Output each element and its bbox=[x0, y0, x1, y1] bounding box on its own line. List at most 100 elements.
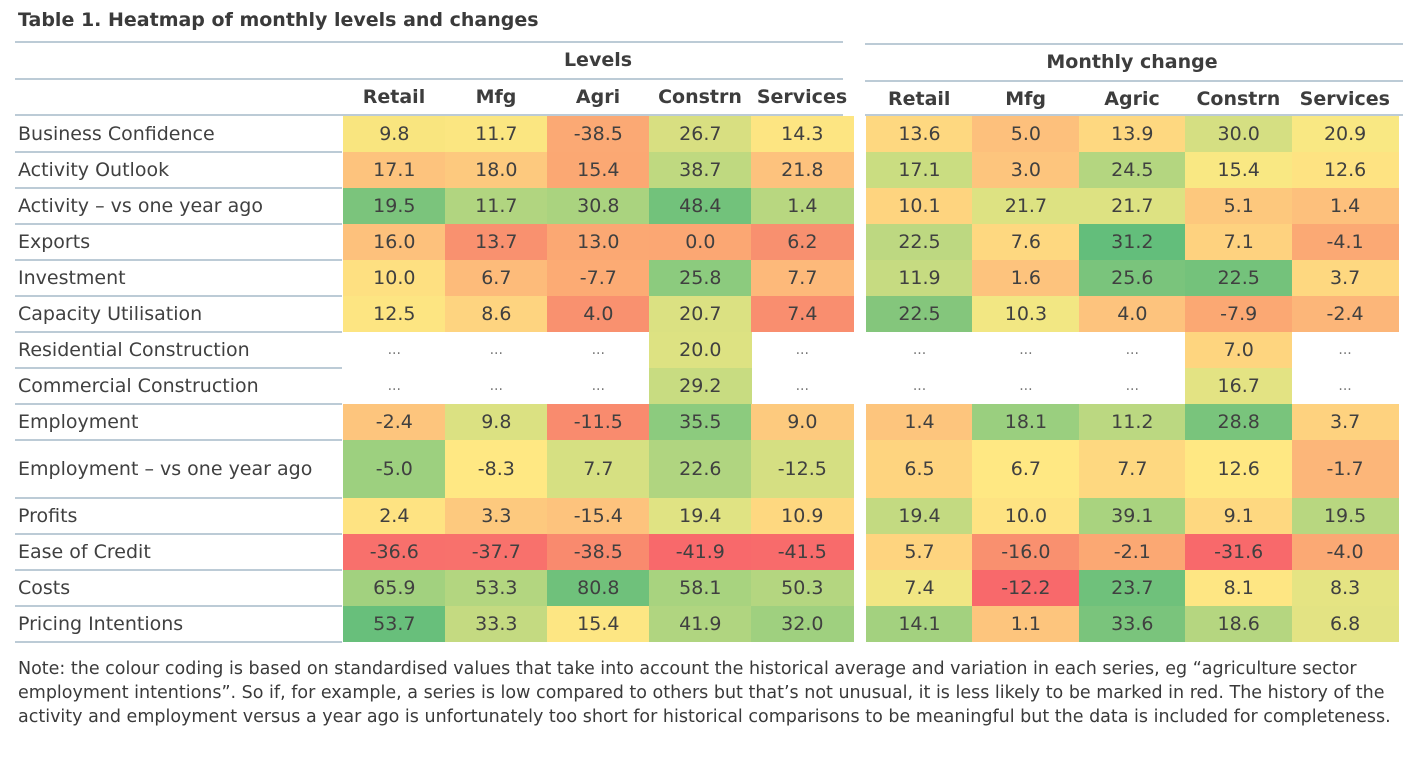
row-divider bbox=[15, 569, 342, 571]
heatmap-cell: 7.7 bbox=[751, 260, 854, 296]
heatmap-cell: 13.6 bbox=[866, 116, 973, 152]
heatmap-cell: 5.7 bbox=[866, 534, 973, 570]
heatmap-cell: -1.7 bbox=[1291, 440, 1399, 498]
heatmap-cell: 15.4 bbox=[1185, 152, 1293, 188]
column-header: Constrn bbox=[1196, 88, 1281, 110]
heatmap-cell: ... bbox=[1019, 378, 1033, 394]
row-divider bbox=[15, 151, 342, 153]
heatmap-cell: 21.7 bbox=[1078, 188, 1186, 224]
heatmap-cell: 1.6 bbox=[972, 260, 1080, 296]
heatmap-cell: 39.1 bbox=[1078, 498, 1186, 534]
heatmap-cell: 8.6 bbox=[445, 296, 548, 332]
heatmap-cell: 16.0 bbox=[343, 224, 446, 260]
row-divider bbox=[15, 497, 342, 499]
heatmap-cell: -4.1 bbox=[1291, 224, 1399, 260]
heatmap-cell: 10.0 bbox=[343, 260, 446, 296]
heatmap-cell: 17.1 bbox=[866, 152, 973, 188]
heatmap-cell: ... bbox=[1338, 342, 1352, 358]
row-label: Residential Construction bbox=[18, 338, 250, 361]
heatmap-cell: ... bbox=[1338, 378, 1352, 394]
heatmap-cell: ... bbox=[387, 342, 401, 358]
row-divider bbox=[15, 259, 342, 261]
group-header-rule bbox=[15, 78, 843, 80]
row-divider bbox=[15, 295, 342, 297]
heatmap-cell: 8.1 bbox=[1185, 570, 1293, 606]
heatmap-cell: 22.5 bbox=[866, 296, 973, 332]
heatmap-cell: -16.0 bbox=[972, 534, 1080, 570]
row-label: Exports bbox=[18, 230, 91, 253]
row-label: Investment bbox=[18, 266, 126, 289]
row-label: Profits bbox=[18, 504, 78, 527]
heatmap-cell: 10.1 bbox=[866, 188, 973, 224]
heatmap-cell: 15.4 bbox=[547, 152, 650, 188]
row-divider bbox=[15, 533, 342, 535]
heatmap-cell: 48.4 bbox=[649, 188, 752, 224]
heatmap-cell: 19.4 bbox=[866, 498, 973, 534]
heatmap-cell: 65.9 bbox=[343, 570, 446, 606]
heatmap-cell: 9.8 bbox=[445, 404, 548, 440]
heatmap-cell: 1.4 bbox=[1291, 188, 1399, 224]
heatmap-cell: 38.7 bbox=[649, 152, 752, 188]
heatmap-cell: -37.7 bbox=[445, 534, 548, 570]
column-header: Retail bbox=[362, 86, 426, 108]
row-label: Employment bbox=[18, 410, 139, 433]
heatmap-cell: 3.7 bbox=[1291, 404, 1399, 440]
heatmap-cell: ... bbox=[1125, 378, 1139, 394]
heatmap-cell: -4.0 bbox=[1291, 534, 1399, 570]
group-header-rule bbox=[865, 80, 1403, 82]
heatmap-cell: 14.3 bbox=[751, 116, 854, 152]
column-header: Retail bbox=[887, 88, 951, 110]
heatmap-cell: 7.7 bbox=[1078, 440, 1186, 498]
row-label: Employment – vs one year ago bbox=[18, 457, 313, 480]
heatmap-cell: -2.4 bbox=[1291, 296, 1399, 332]
heatmap-cell: 5.1 bbox=[1185, 188, 1293, 224]
heatmap-cell: ... bbox=[795, 342, 809, 358]
heatmap-cell: 7.4 bbox=[751, 296, 854, 332]
row-label: Business Confidence bbox=[18, 122, 215, 145]
heatmap-cell: 13.0 bbox=[547, 224, 650, 260]
heatmap-cell: 30.0 bbox=[1185, 116, 1293, 152]
row-divider bbox=[15, 439, 342, 441]
column-header: Mfg bbox=[1005, 88, 1046, 110]
heatmap-cell: 58.1 bbox=[649, 570, 752, 606]
heatmap-cell: 18.6 bbox=[1185, 606, 1293, 642]
heatmap-cell: 5.0 bbox=[972, 116, 1080, 152]
group-header: Monthly change bbox=[1046, 51, 1218, 73]
heatmap-cell: 10.0 bbox=[972, 498, 1080, 534]
heatmap-cell: 17.1 bbox=[343, 152, 446, 188]
heatmap-cell: 53.3 bbox=[445, 570, 548, 606]
heatmap-cell: 21.8 bbox=[751, 152, 854, 188]
heatmap-cell: -36.6 bbox=[343, 534, 446, 570]
heatmap-cell: 50.3 bbox=[751, 570, 854, 606]
table-title: Table 1. Heatmap of monthly levels and c… bbox=[18, 9, 539, 31]
row-label: Ease of Credit bbox=[18, 540, 151, 563]
heatmap-cell: 23.7 bbox=[1078, 570, 1186, 606]
heatmap-cell: -12.2 bbox=[972, 570, 1080, 606]
column-header: Constrn bbox=[658, 86, 742, 108]
heatmap-cell: ... bbox=[1125, 342, 1139, 358]
group-top-rule bbox=[15, 41, 843, 43]
heatmap-cell: -38.5 bbox=[547, 534, 650, 570]
heatmap-cell: 24.5 bbox=[1078, 152, 1186, 188]
heatmap-cell: 53.7 bbox=[343, 606, 446, 642]
heatmap-cell: 18.0 bbox=[445, 152, 548, 188]
column-header: Mfg bbox=[475, 86, 517, 108]
heatmap-cell: 19.5 bbox=[343, 188, 446, 224]
heatmap-cell: 12.6 bbox=[1291, 152, 1399, 188]
heatmap-cell: -41.9 bbox=[649, 534, 752, 570]
heatmap-cell: 1.4 bbox=[751, 188, 854, 224]
heatmap-cell: 16.7 bbox=[1185, 368, 1293, 404]
heatmap-cell: 41.9 bbox=[649, 606, 752, 642]
heatmap-cell: 29.2 bbox=[649, 368, 752, 404]
heatmap-cell: 7.1 bbox=[1185, 224, 1293, 260]
row-label: Capacity Utilisation bbox=[18, 302, 203, 325]
heatmap-cell: 4.0 bbox=[1078, 296, 1186, 332]
heatmap-cell: 10.9 bbox=[751, 498, 854, 534]
heatmap-cell: -38.5 bbox=[547, 116, 650, 152]
heatmap-cell: 11.9 bbox=[866, 260, 973, 296]
heatmap-cell: ... bbox=[795, 378, 809, 394]
heatmap-cell: 12.6 bbox=[1185, 440, 1293, 498]
column-header: Services bbox=[756, 86, 848, 108]
heatmap-cell: 3.7 bbox=[1291, 260, 1399, 296]
heatmap-cell: 13.9 bbox=[1078, 116, 1186, 152]
